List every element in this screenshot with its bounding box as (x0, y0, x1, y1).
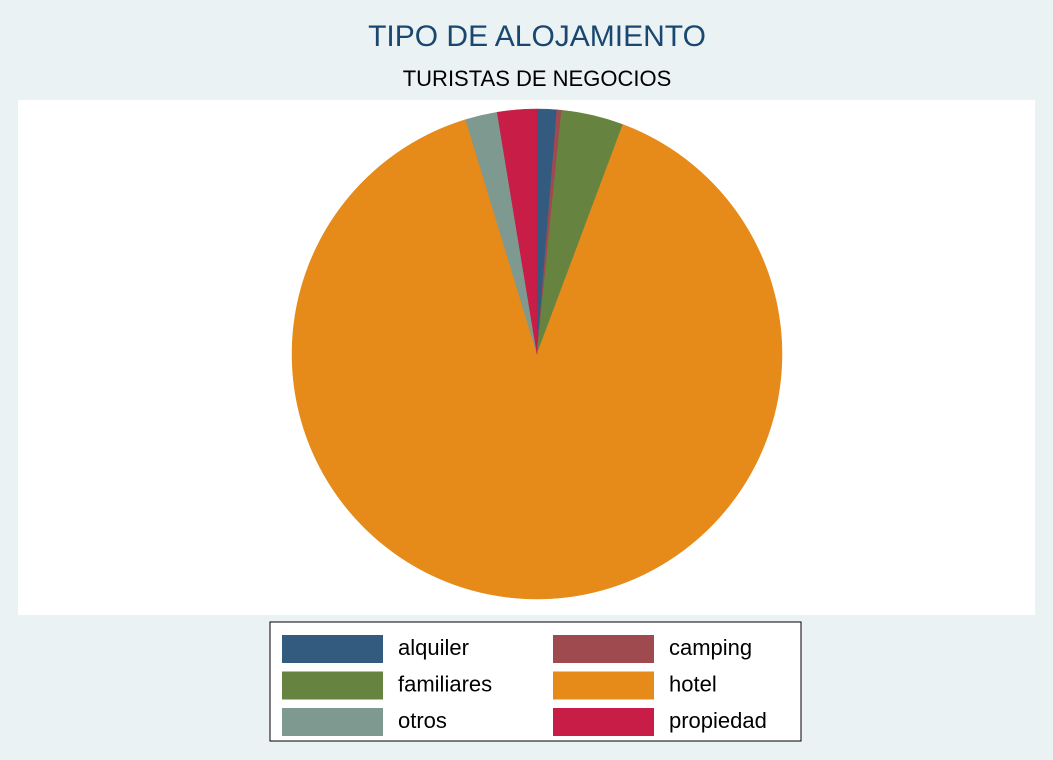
chart-subtitle: TURISTAS DE NEGOCIOS (403, 66, 672, 91)
legend-swatch (282, 635, 383, 663)
legend-label: familiares (398, 671, 492, 696)
legend-label: otros (398, 708, 447, 733)
legend-label: propiedad (669, 708, 767, 733)
legend-label: camping (669, 635, 752, 660)
legend-swatch (282, 708, 383, 736)
legend-swatch (282, 671, 383, 700)
pie-slice (291, 119, 783, 600)
legend-label: hotel (669, 671, 717, 696)
legend-swatch (553, 635, 654, 663)
legend-swatch (553, 671, 654, 700)
chart-title: TIPO DE ALOJAMIENTO (368, 20, 706, 53)
pie-slice (496, 108, 538, 355)
legend-label: alquiler (398, 635, 469, 660)
legend-swatch (553, 708, 654, 736)
